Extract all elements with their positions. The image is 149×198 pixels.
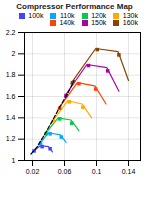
svg-text:1.4: 1.4: [6, 114, 16, 121]
svg-text:2.2: 2.2: [6, 29, 16, 36]
html-text:150k: 150k: [91, 19, 107, 26]
svg-text:1: 1: [12, 157, 16, 164]
html-text:120k: 120k: [91, 12, 107, 19]
svg-text:0.1: 0.1: [92, 168, 102, 175]
html-text:130k: 130k: [122, 12, 138, 19]
svg-text:0.14: 0.14: [122, 168, 136, 175]
html-text:110k: 110k: [60, 12, 75, 19]
html-text:Compressor Performance Map: Compressor Performance Map: [16, 2, 133, 11]
html-text:100k: 100k: [28, 12, 44, 19]
svg-text:1.6: 1.6: [6, 93, 16, 100]
svg-text:1.8: 1.8: [6, 71, 16, 78]
svg-text:1.2: 1.2: [6, 135, 16, 142]
svg-text:2: 2: [12, 50, 16, 57]
svg-text:0.06: 0.06: [58, 168, 72, 175]
svg-text:0.02: 0.02: [26, 168, 40, 175]
html-text:140k: 140k: [59, 19, 75, 26]
html-text:160k: 160k: [122, 19, 138, 26]
